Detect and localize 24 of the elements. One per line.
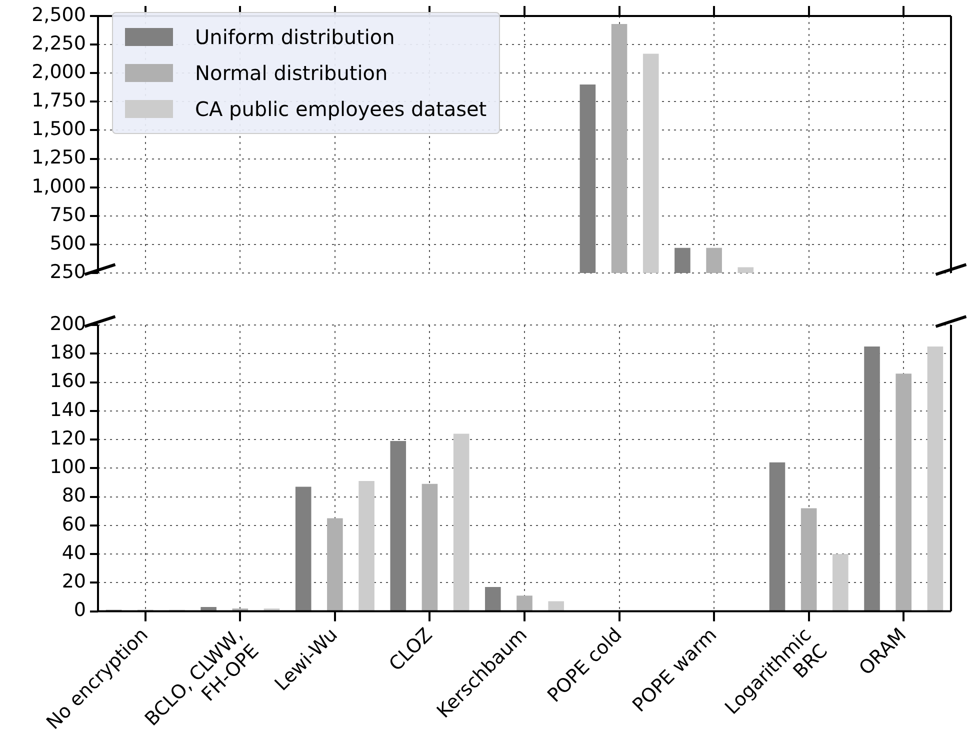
y-tick-label: 250 — [50, 260, 86, 283]
legend-label: Normal distribution — [195, 61, 388, 85]
y-tick-label: 40 — [62, 542, 86, 564]
y-tick-label: 2,000 — [32, 61, 86, 84]
y-tick-label: 60 — [62, 513, 86, 536]
y-tick-label: 100 — [50, 456, 86, 478]
y-tick-label: 2,250 — [32, 32, 86, 54]
legend-label: Uniform distribution — [195, 25, 395, 49]
y-tick-label: 180 — [50, 342, 86, 364]
y-tick-label: 1,500 — [32, 118, 86, 140]
y-tick-label: 1,250 — [32, 146, 86, 169]
y-tick-label: 500 — [50, 232, 86, 254]
y-tick-label: 1,750 — [32, 90, 86, 112]
y-tick-label: 140 — [50, 398, 86, 421]
y-tick-label: 160 — [50, 370, 86, 392]
y-tick-label: 20 — [62, 570, 86, 593]
y-tick-label: 0 — [74, 599, 86, 622]
y-tick-label: 120 — [50, 427, 86, 450]
y-tick-label: 200 — [50, 312, 86, 335]
y-tick-label: 2,500 — [32, 4, 86, 26]
legend-label: CA public employees dataset — [195, 97, 487, 121]
y-tick-label: 80 — [62, 484, 86, 507]
y-tick-label: 750 — [50, 204, 86, 226]
y-tick-label: 1,000 — [32, 175, 86, 198]
